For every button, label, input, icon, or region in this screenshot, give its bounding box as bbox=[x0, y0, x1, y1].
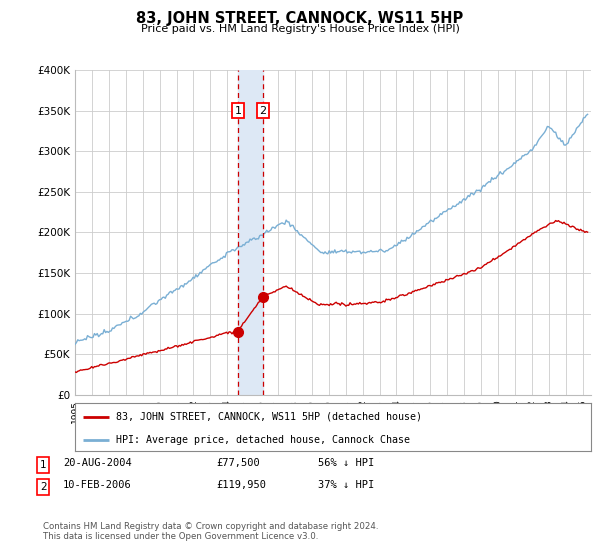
Text: 56% ↓ HPI: 56% ↓ HPI bbox=[318, 458, 374, 468]
Text: £119,950: £119,950 bbox=[216, 480, 266, 490]
Text: 1: 1 bbox=[235, 106, 242, 115]
Text: 37% ↓ HPI: 37% ↓ HPI bbox=[318, 480, 374, 490]
Text: 10-FEB-2006: 10-FEB-2006 bbox=[63, 480, 132, 490]
Text: 2: 2 bbox=[260, 106, 266, 115]
Bar bbox=[238, 70, 263, 395]
Text: 83, JOHN STREET, CANNOCK, WS11 5HP (detached house): 83, JOHN STREET, CANNOCK, WS11 5HP (deta… bbox=[116, 412, 422, 422]
Text: 1: 1 bbox=[40, 460, 47, 470]
Text: HPI: Average price, detached house, Cannock Chase: HPI: Average price, detached house, Cann… bbox=[116, 435, 410, 445]
Text: 20-AUG-2004: 20-AUG-2004 bbox=[63, 458, 132, 468]
Text: £77,500: £77,500 bbox=[216, 458, 260, 468]
Text: Contains HM Land Registry data © Crown copyright and database right 2024.
This d: Contains HM Land Registry data © Crown c… bbox=[43, 522, 379, 542]
Text: 2: 2 bbox=[40, 482, 47, 492]
Text: 83, JOHN STREET, CANNOCK, WS11 5HP: 83, JOHN STREET, CANNOCK, WS11 5HP bbox=[136, 11, 464, 26]
Text: Price paid vs. HM Land Registry's House Price Index (HPI): Price paid vs. HM Land Registry's House … bbox=[140, 24, 460, 34]
